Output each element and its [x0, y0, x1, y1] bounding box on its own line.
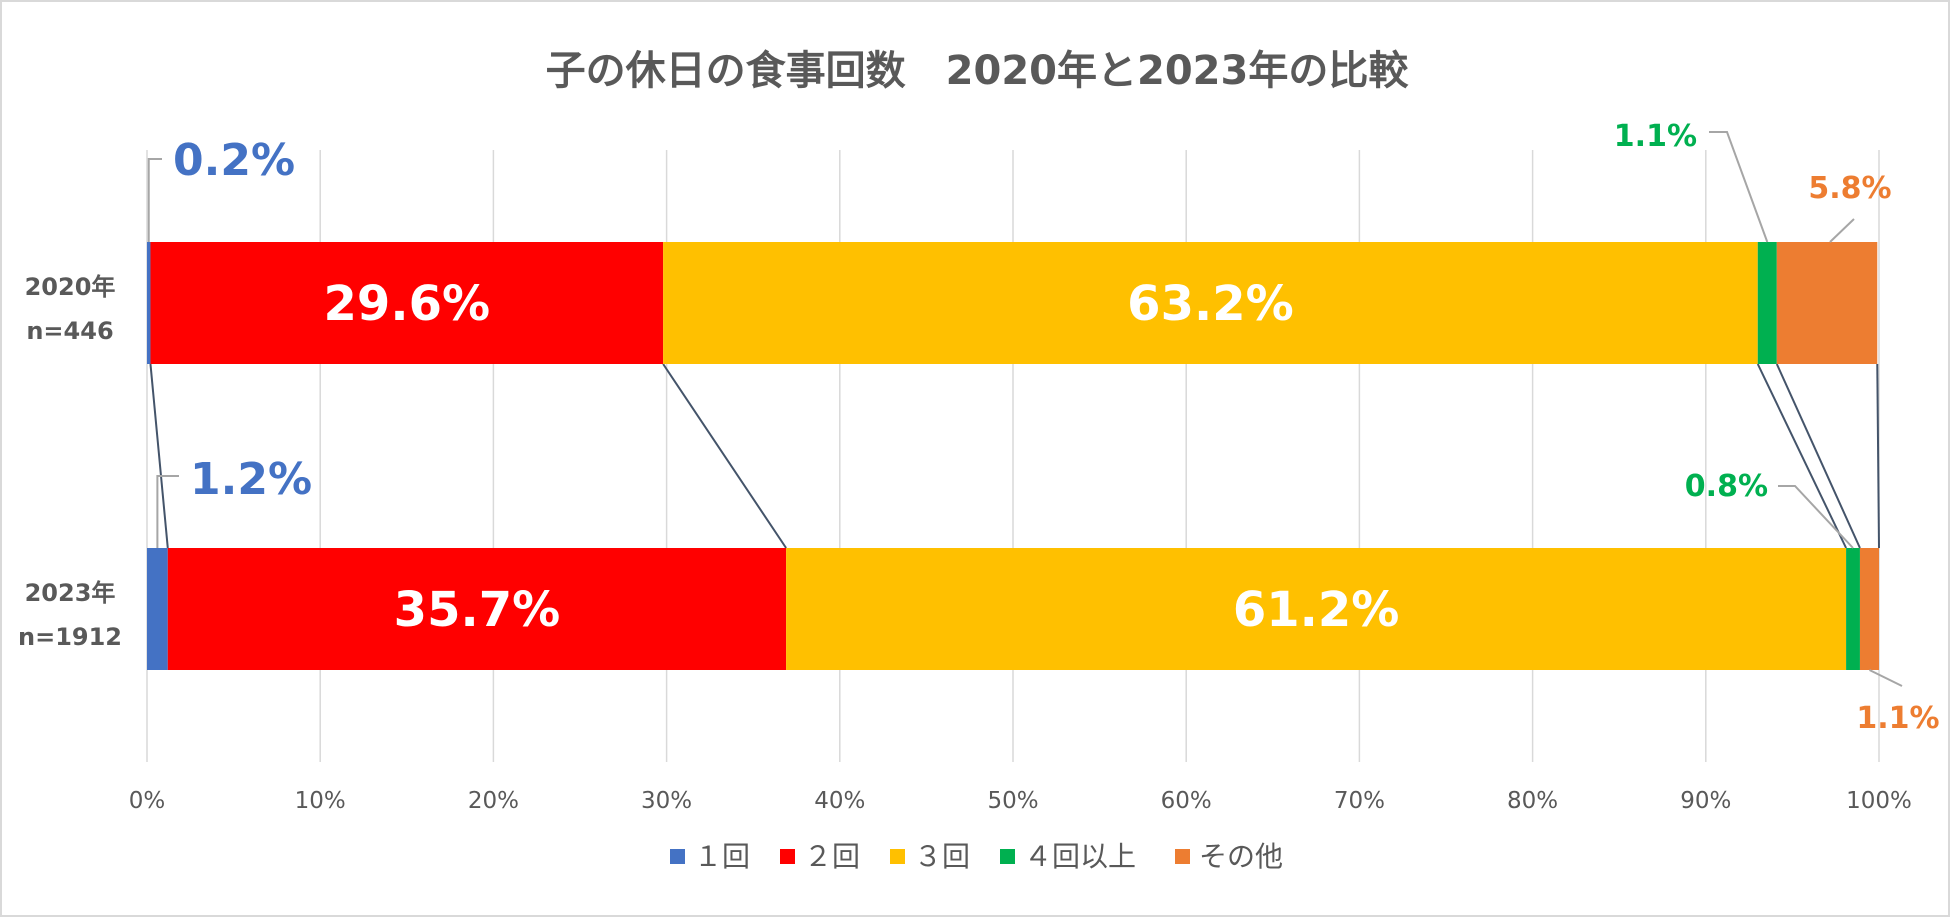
legend-item: その他	[1175, 840, 1283, 873]
legend-item: ２回	[780, 840, 860, 873]
leader-line	[1778, 485, 1854, 549]
legend-label: その他	[1199, 840, 1283, 873]
series-lines	[149, 363, 1880, 549]
bar-segment	[786, 548, 1847, 670]
gridlines	[146, 150, 1880, 762]
legend-item: ４回以上	[1000, 840, 1136, 873]
data-label: 35.7%	[394, 582, 561, 638]
x-tick-label: 70%	[1334, 788, 1385, 814]
bar-segment	[1846, 548, 1860, 670]
x-axis-ticks: 0% 10% 20% 30% 40% 50% 60% 70% 80% 90% 100%	[129, 788, 1912, 814]
legend-label: １回	[694, 840, 750, 873]
data-label: 0.2%	[173, 135, 295, 186]
x-tick-label: 90%	[1680, 788, 1731, 814]
legend-label: ４回以上	[1024, 840, 1136, 873]
data-label: 1.1%	[1856, 701, 1939, 736]
bar-segment	[167, 548, 787, 670]
bar-segment	[150, 242, 664, 364]
bars	[147, 242, 1879, 670]
bar-segment	[147, 242, 151, 364]
data-labels: 29.6% 35.7% 63.2% 61.2% 0.2% 1.2% 1.1% 0.8% 5.8%…	[147, 119, 1940, 736]
series-line	[662, 363, 787, 549]
category-label: n=446	[26, 317, 113, 345]
bar-segment	[1757, 242, 1777, 364]
series-line	[1756, 363, 1847, 549]
leader-line	[147, 158, 162, 242]
bar-segment	[1776, 242, 1878, 364]
series-line	[1775, 363, 1861, 549]
legend-label: ２回	[804, 840, 860, 873]
legend-swatch	[780, 849, 795, 864]
series-line	[149, 363, 169, 549]
x-tick-label: 60%	[1161, 788, 1212, 814]
legend-swatch	[890, 849, 905, 864]
legend-swatch	[1175, 849, 1190, 864]
category-label: 2023年	[25, 579, 116, 607]
leader-line	[1829, 218, 1855, 243]
chart-title: 子の休日の食事回数 2020年と2023年の比較	[546, 48, 1410, 94]
x-tick-label: 80%	[1507, 788, 1558, 814]
data-label: 61.2%	[1233, 582, 1400, 638]
legend-swatch	[670, 849, 685, 864]
x-tick-label: 20%	[468, 788, 519, 814]
x-tick-label: 10%	[295, 788, 346, 814]
x-tick-label: 100%	[1846, 788, 1912, 814]
data-label: 29.6%	[324, 276, 491, 332]
data-label: 1.2%	[190, 454, 312, 505]
x-tick-label: 50%	[987, 788, 1038, 814]
data-label: 1.1%	[1614, 119, 1697, 154]
leader-line	[1869, 669, 1903, 687]
x-tick-label: 30%	[641, 788, 692, 814]
bar-segment	[1859, 548, 1879, 670]
x-tick-label: 40%	[814, 788, 865, 814]
x-tick-label: 0%	[129, 788, 166, 814]
legend-item: ３回	[890, 840, 970, 873]
legend-item: １回	[670, 840, 750, 873]
legend: １回 ２回 ３回 ４回以上 その他	[670, 840, 1283, 873]
data-label: 5.8%	[1808, 171, 1891, 206]
data-label: 0.8%	[1685, 469, 1768, 504]
category-label: 2020年	[25, 273, 116, 301]
series-line	[1876, 363, 1880, 549]
legend-label: ３回	[914, 840, 970, 873]
data-label: 63.2%	[1127, 276, 1294, 332]
leader-line	[1709, 131, 1769, 243]
legend-swatch	[1000, 849, 1015, 864]
bar-segment	[663, 242, 1758, 364]
bar-segment	[147, 548, 168, 670]
category-label: n=1912	[18, 623, 122, 651]
leader-line	[156, 475, 179, 548]
category-labels: 2020年 n=446 2023年 n=1912	[18, 273, 122, 651]
